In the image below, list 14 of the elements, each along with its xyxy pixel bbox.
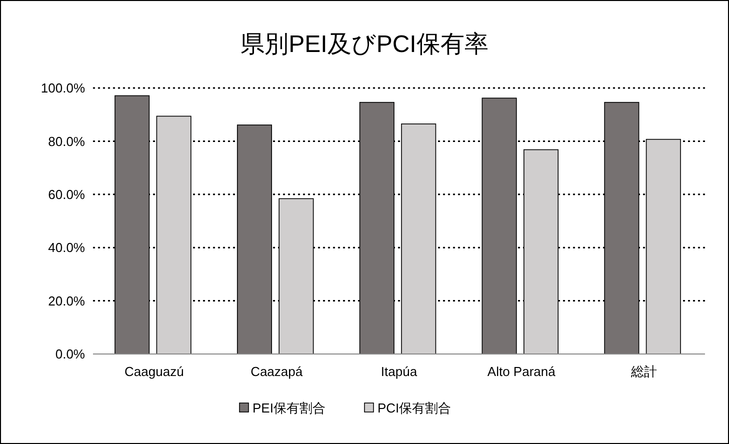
x-tick-label: Alto Paraná — [487, 364, 556, 379]
x-tick-label: Caaguazú — [124, 364, 184, 379]
x-tick-label: 総計 — [630, 364, 657, 379]
chart-title: 県別PEI及びPCI保有率 — [240, 31, 488, 58]
x-tick-label: Caazapá — [250, 364, 304, 379]
x-tick-label: Itapúa — [380, 364, 418, 379]
y-tick-label: 20.0% — [48, 293, 86, 308]
y-tick-label: 80.0% — [48, 134, 86, 149]
legend-label: PEI保有割合 — [252, 400, 326, 416]
legend-label: PCI保有割合 — [378, 400, 452, 416]
y-tick-label: 100.0% — [40, 80, 86, 96]
y-tick-label: 60.0% — [48, 186, 86, 202]
y-tick-label: 0.0% — [55, 346, 86, 362]
y-tick-label: 40.0% — [48, 240, 86, 256]
